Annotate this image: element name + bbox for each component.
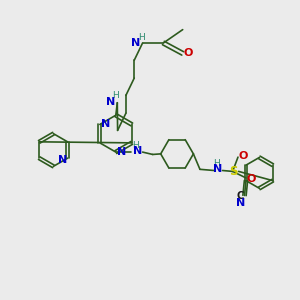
Text: O: O: [247, 174, 256, 184]
Text: N: N: [133, 146, 142, 156]
Text: O: O: [184, 48, 193, 59]
Text: H: H: [139, 33, 145, 42]
Text: N: N: [106, 97, 116, 106]
Text: N: N: [213, 164, 223, 174]
Text: N: N: [236, 198, 246, 208]
Text: S: S: [229, 165, 237, 178]
Text: C: C: [236, 191, 244, 201]
Text: N: N: [131, 38, 141, 48]
Text: O: O: [238, 151, 248, 160]
Text: H: H: [132, 141, 139, 150]
Text: N: N: [58, 155, 67, 165]
Text: H: H: [112, 91, 119, 100]
Text: H: H: [213, 160, 220, 169]
Text: N: N: [100, 118, 110, 128]
Text: N: N: [116, 147, 126, 157]
